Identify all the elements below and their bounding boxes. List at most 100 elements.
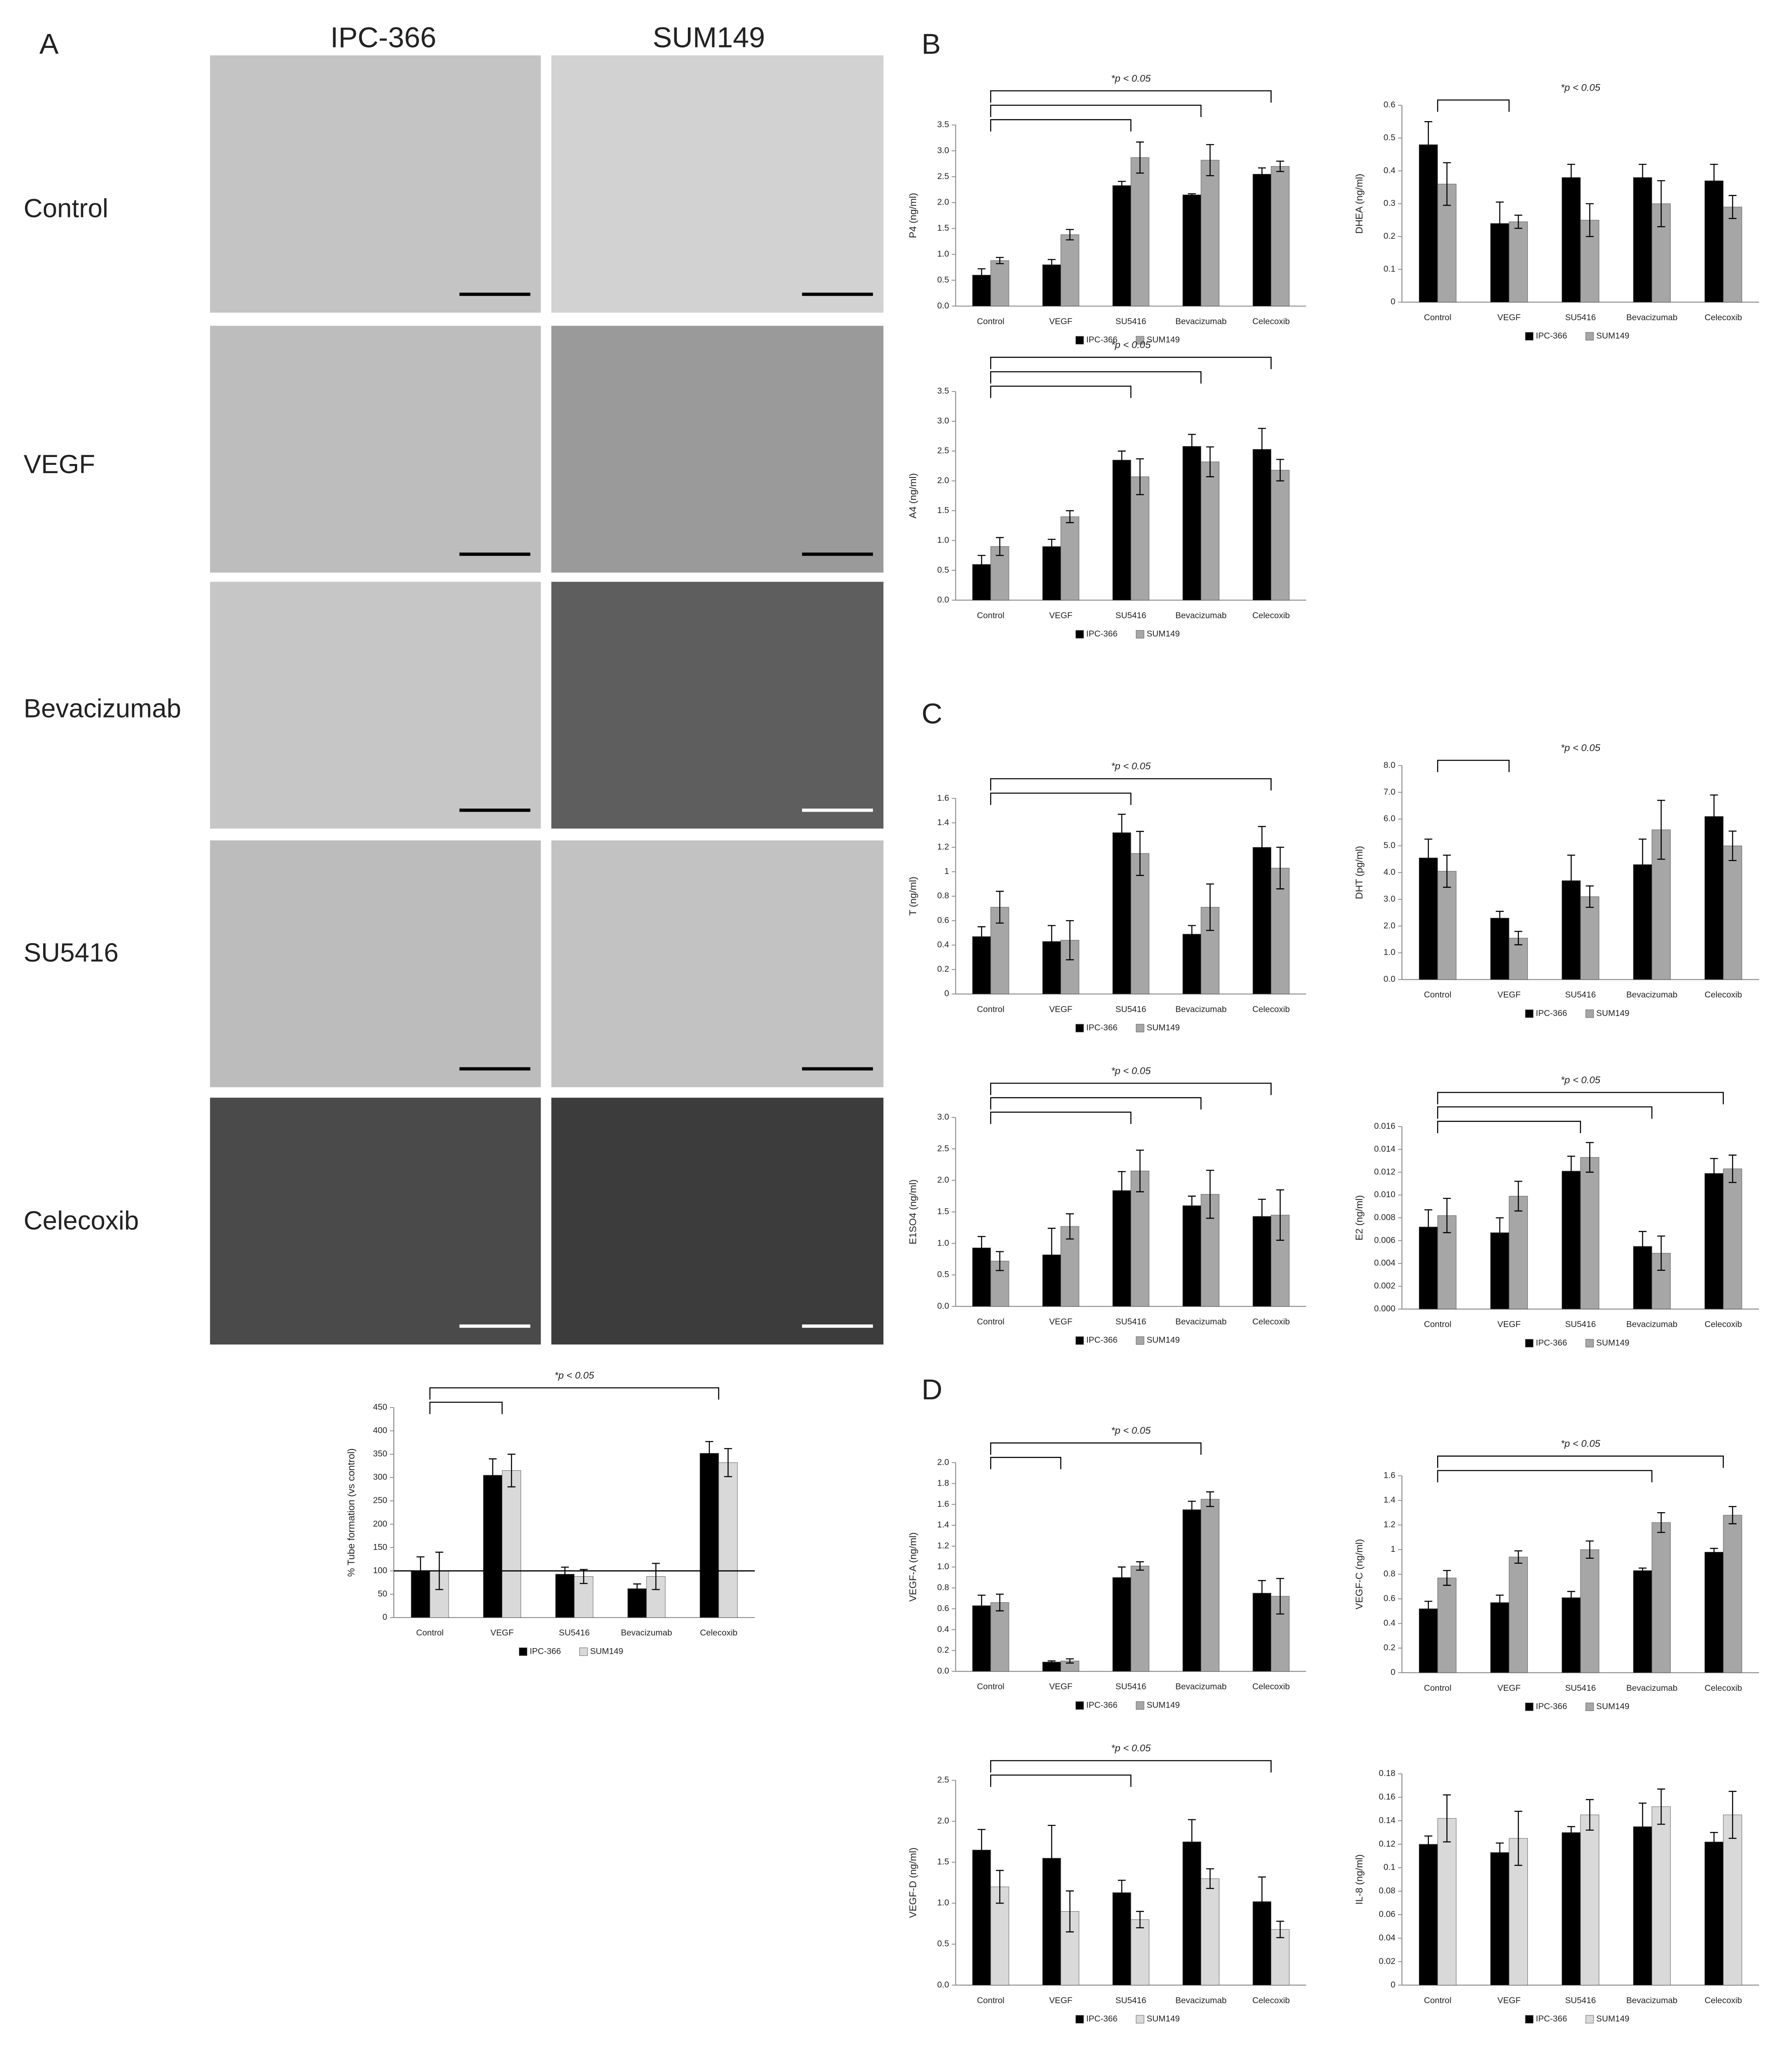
legend-swatch <box>1585 1009 1594 1018</box>
error-bar <box>1496 911 1504 925</box>
y-tick-label: 3.0 <box>937 146 949 155</box>
comparison-bracket <box>990 371 1202 384</box>
y-tick-label: 1.6 <box>1384 1471 1395 1480</box>
legend-swatch <box>1136 1336 1144 1345</box>
row-label: Celecoxib <box>24 1205 139 1235</box>
legend-swatch <box>519 1647 528 1656</box>
y-tick-label: 0.000 <box>1374 1304 1395 1314</box>
error-bar <box>1496 1842 1504 1862</box>
error-bar <box>1514 1550 1523 1564</box>
error-bar <box>1048 1825 1056 1892</box>
x-tick-label: VEGF <box>1049 1317 1072 1327</box>
error-bar <box>1567 1591 1575 1605</box>
error-bar <box>1066 920 1074 961</box>
legend-swatch <box>1075 2015 1084 2024</box>
bar <box>1201 160 1220 307</box>
micrograph <box>551 840 883 1087</box>
error-bar <box>1424 1209 1432 1245</box>
error-bar <box>1729 1506 1737 1524</box>
bar <box>1633 1570 1652 1673</box>
bar <box>1490 918 1509 980</box>
comparison-bracket <box>990 792 1132 805</box>
error-bar <box>1514 214 1523 229</box>
error-bar <box>1136 1911 1144 1929</box>
x-tick-label: Bevacizumab <box>1626 313 1678 322</box>
error-bar <box>1496 201 1504 245</box>
error-bar <box>978 555 986 574</box>
y-tick-label: 0.3 <box>1384 199 1395 208</box>
x-tick-label: VEGF <box>1497 1683 1520 1693</box>
bar <box>1723 845 1742 980</box>
y-tick-label: 2.0 <box>937 476 949 485</box>
error-bar <box>1048 538 1056 555</box>
comparison-bracket <box>990 1111 1132 1124</box>
error-bar <box>978 1236 986 1260</box>
error-bar <box>1424 838 1432 877</box>
error-bar <box>1514 931 1523 945</box>
significance-note: *p < 0.05 <box>1111 73 1151 84</box>
legend-label: SUM149 <box>1596 1702 1629 1711</box>
x-tick-label: VEGF <box>1049 317 1072 326</box>
x-tick-label: VEGF <box>1497 1320 1520 1329</box>
y-tick-label: 200 <box>373 1519 387 1529</box>
bar <box>1704 180 1724 303</box>
y-tick-label: 0 <box>944 989 949 999</box>
y-tick-label: 1.5 <box>937 223 949 233</box>
y-tick-label: 0 <box>1391 297 1395 307</box>
x-tick-label: Bevacizumab <box>1626 1320 1678 1329</box>
x-tick-label: Control <box>977 1996 1005 2005</box>
legend-swatch <box>1585 332 1594 341</box>
bar <box>1561 177 1581 303</box>
x-tick-label: Control <box>977 1317 1005 1327</box>
legend-label: SUM149 <box>1147 335 1180 345</box>
bar <box>1723 1815 1742 1986</box>
error-bar <box>995 1870 1004 1904</box>
bar <box>1419 1608 1438 1673</box>
y-tick-label: 0.14 <box>1379 1815 1395 1825</box>
bar <box>1252 847 1272 995</box>
error-bar <box>1567 163 1575 191</box>
x-tick-label: Bevacizumab <box>1175 1317 1227 1327</box>
y-tick-label: 0.2 <box>1384 1643 1395 1652</box>
legend-swatch <box>1525 332 1533 341</box>
error-bar <box>1188 1500 1196 1519</box>
error-bar <box>1066 1213 1074 1240</box>
significance-note: *p < 0.05 <box>1111 1743 1151 1754</box>
x-tick-label: VEGF <box>1049 1996 1072 2005</box>
bar <box>1182 194 1201 307</box>
y-tick-label: 0 <box>1391 1980 1395 1990</box>
error-bar <box>995 257 1004 264</box>
y-tick-label: 2.0 <box>937 1816 949 1826</box>
y-tick-label: 0 <box>382 1612 387 1622</box>
x-tick-label: VEGF <box>1049 1682 1072 1692</box>
bar <box>1704 1842 1724 1986</box>
y-tick-label: 0.0 <box>937 595 949 605</box>
micrograph <box>210 582 541 829</box>
x-tick-label: Control <box>977 317 1005 326</box>
y-tick-label: 0.010 <box>1374 1190 1395 1199</box>
bar <box>1419 1844 1438 1986</box>
bar <box>1704 1552 1724 1673</box>
error-bar <box>995 1593 1004 1612</box>
bar <box>990 1602 1009 1672</box>
bar <box>1201 1878 1220 1986</box>
bar <box>1182 1509 1201 1672</box>
significance-note: *p < 0.05 <box>1560 1074 1600 1085</box>
row-label: SU5416 <box>24 938 118 967</box>
error-bar <box>1117 1566 1126 1588</box>
legend-label: SUM149 <box>1147 2014 1180 2024</box>
bar <box>1060 1226 1080 1307</box>
x-tick-label: Control <box>416 1628 443 1638</box>
error-bar <box>1514 1811 1523 1866</box>
y-tick-label: 0.04 <box>1379 1933 1395 1943</box>
bar <box>1112 1577 1131 1672</box>
x-tick-label: Bevacizumab <box>1175 611 1227 620</box>
legend-label: IPC-366 <box>1536 2014 1567 2024</box>
error-bar <box>1586 203 1594 237</box>
legend-label: SUM149 <box>1147 1023 1180 1033</box>
x-tick-label: SU5416 <box>559 1628 590 1638</box>
x-tick-label: SU5416 <box>1116 1996 1147 2005</box>
error-bar <box>1729 830 1737 861</box>
y-tick-label: 1.0 <box>1384 948 1395 957</box>
